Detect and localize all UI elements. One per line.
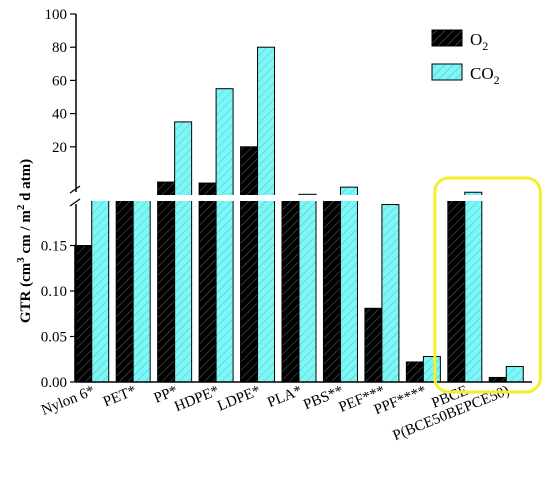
bar-co2-10	[505, 366, 524, 383]
x-axis-labels: Nylon 6* PET* PP*HDPE*LDPE* PLA*PBS**PEF***…	[39, 383, 512, 444]
bar-o2-1	[115, 196, 134, 383]
bar-co2-2	[174, 121, 193, 383]
y-tick-label-lower-1: 0.05	[41, 330, 67, 346]
y-axis-break-mask	[72, 192, 80, 204]
legend-swatch-co2	[431, 63, 463, 81]
bar-o2-5	[281, 197, 300, 383]
bar-o2-0	[74, 245, 93, 383]
x-tick-label-4: LDPE*	[215, 383, 263, 415]
y-tick-label-lower-0: 0.00	[41, 375, 67, 391]
y-tick-label-upper-0: 20	[52, 140, 67, 156]
y-tick-label-lower-3: 0.15	[41, 239, 67, 255]
bar-o2-7	[364, 307, 383, 383]
bar-co2-0	[91, 197, 110, 383]
x-tick-label-5: PLA*	[265, 383, 304, 411]
y-tick-label-upper-2: 60	[52, 73, 67, 89]
bar-co2-1	[132, 197, 151, 383]
bar-co2-5	[298, 193, 317, 383]
bar-o2-4	[240, 146, 259, 383]
bar-co2-3	[215, 88, 234, 383]
highlight-box	[433, 176, 542, 394]
axis-break-gap	[75, 195, 533, 201]
legend: O2 CO2	[431, 29, 500, 87]
y-axis-break-mark-bottom	[69, 198, 81, 207]
bars	[74, 46, 524, 383]
y-tick-label-upper-4: 100	[45, 7, 68, 23]
y-axis-title: GTR (cm3 cm / m2 d atm)	[15, 159, 34, 323]
x-tick-label-3: HDPE*	[172, 383, 221, 415]
y-tick-label-upper-3: 80	[52, 40, 67, 56]
legend-label-co2: CO2	[470, 64, 500, 87]
bar-co2-6	[339, 186, 358, 383]
bar-co2-8	[422, 356, 441, 383]
legend-label-o2: O2	[470, 30, 488, 53]
bar-co2-9	[464, 191, 483, 383]
bar-o2-8	[405, 361, 424, 383]
axes	[69, 14, 533, 383]
x-tick-label-1: PET*	[101, 383, 139, 411]
y-axis-break-mark-top	[69, 185, 81, 194]
bar-o2-3	[198, 182, 217, 383]
bar-o2-2	[157, 181, 176, 383]
bar-co2-4	[257, 46, 276, 383]
bar-o2-9	[447, 197, 466, 383]
y-tick-label-upper-1: 40	[52, 107, 67, 123]
y-tick-label-lower-2: 0.10	[41, 284, 67, 300]
bar-o2-6	[322, 197, 341, 383]
legend-swatch-o2	[431, 29, 463, 47]
bar-co2-7	[381, 204, 400, 383]
y-axis-ticks: 20 40 60 80 100 0.00 0.05 0.10 0.15	[41, 7, 76, 391]
